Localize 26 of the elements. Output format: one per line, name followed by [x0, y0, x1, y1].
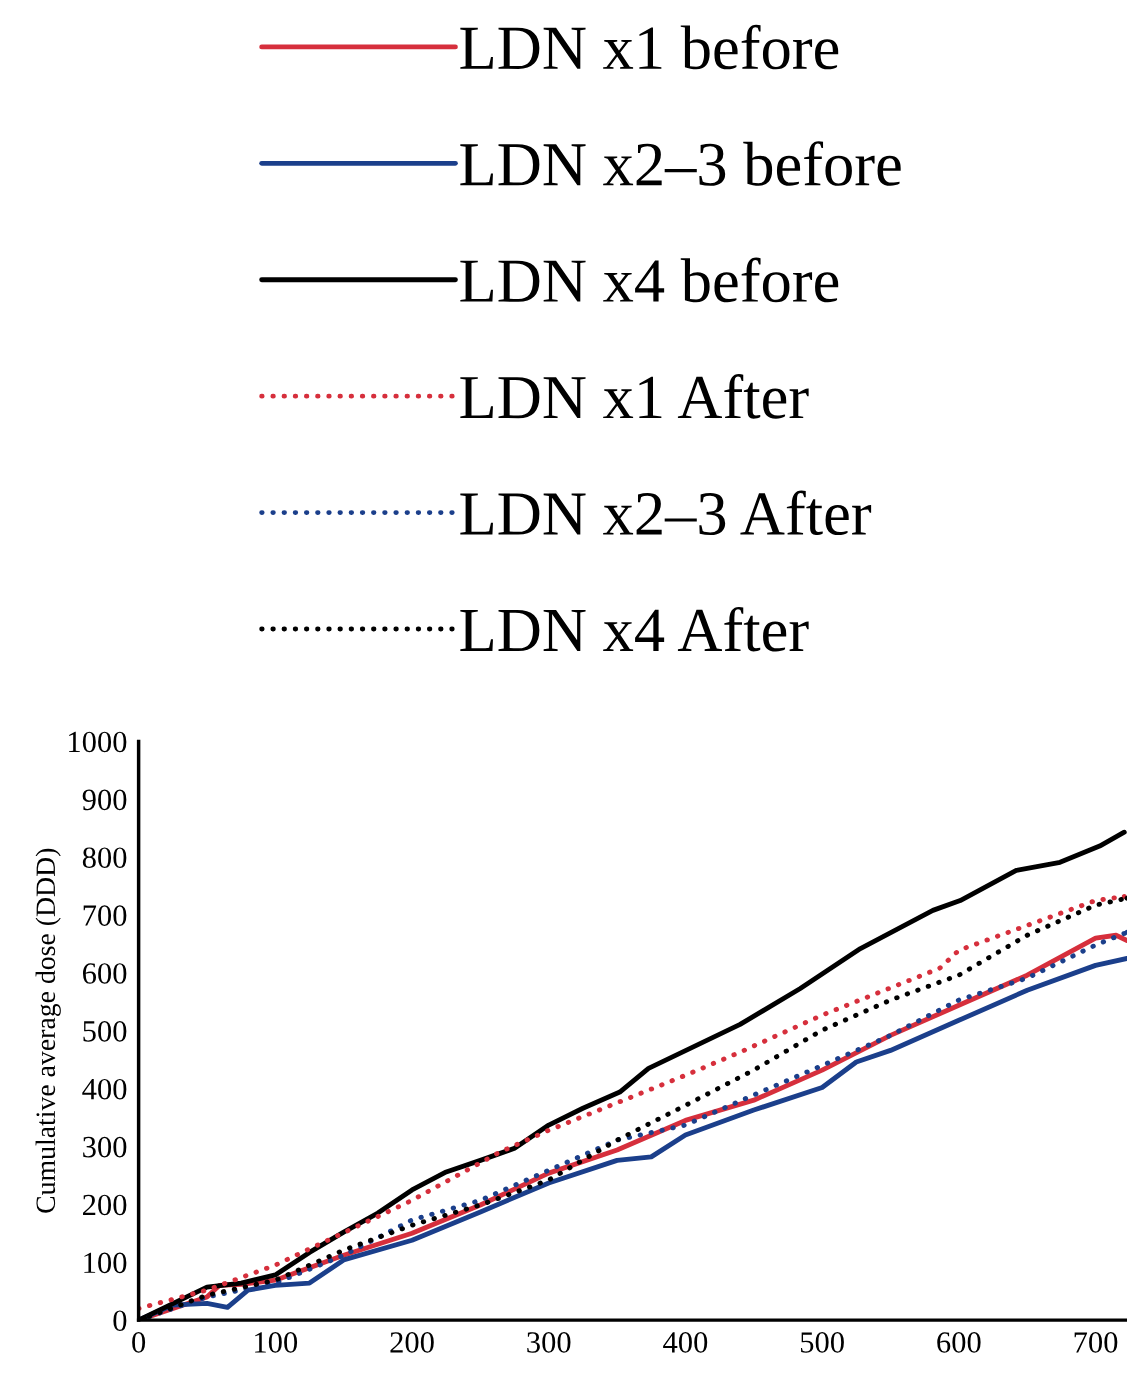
y-tick-label: 500	[83, 1021, 127, 1042]
y-tick-label: 100	[84, 1252, 127, 1274]
y-tick-label: 700	[83, 905, 127, 926]
y-axis-title: Cumulative average dose (DDD)	[35, 848, 61, 1213]
legend-label: LDN x2–3 before	[460, 141, 901, 186]
legend-label: LDN x2–3 After	[460, 490, 872, 536]
legend-label: LDN x4 After	[460, 606, 809, 652]
x-tick-label: 200	[390, 1332, 434, 1353]
y-tick-label: 800	[82, 847, 127, 869]
x-tick-label: 0	[132, 1332, 146, 1353]
x-tick-label: 300	[527, 1332, 571, 1353]
y-tick-label: 200	[83, 1194, 127, 1216]
y-tick-label: 400	[82, 1078, 127, 1100]
y-tick-label: 300	[83, 1136, 127, 1158]
y-tick-label: 0	[113, 1310, 127, 1332]
x-tick-label: 700	[1074, 1332, 1118, 1353]
x-tick-label: 600	[937, 1332, 981, 1353]
x-tick-label: 400	[663, 1332, 708, 1353]
y-tick-label: 600	[82, 963, 127, 984]
x-tick-label: 500	[801, 1332, 844, 1353]
y-tick-label: 1000	[69, 731, 127, 753]
legend-label: LDN x1 before	[460, 24, 839, 70]
y-tick-label: 900	[82, 789, 127, 811]
legend-label: LDN x1 After	[460, 374, 809, 419]
legend-label: LDN x4 before	[460, 257, 839, 303]
x-tick-label: 100	[255, 1332, 298, 1353]
